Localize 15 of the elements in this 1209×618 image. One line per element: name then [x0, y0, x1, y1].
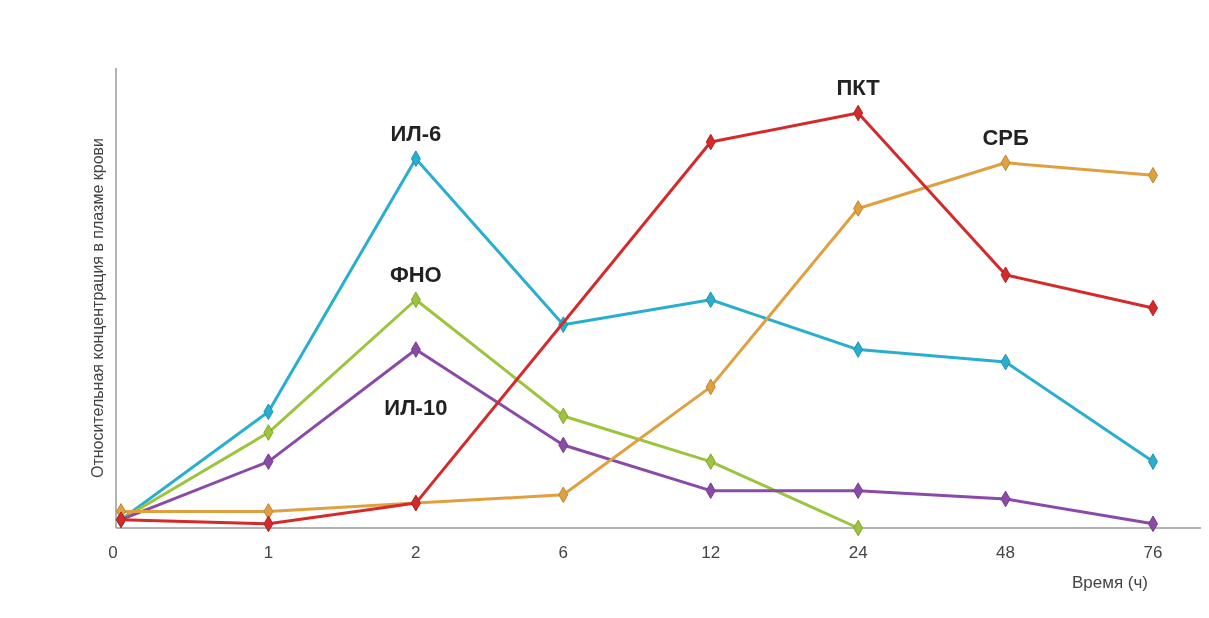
series-label: ФНО	[389, 261, 442, 287]
series-label: ИЛ-6	[390, 120, 442, 146]
x-tick-label: 0	[108, 543, 118, 562]
series-label: СРБ	[982, 124, 1029, 150]
x-tick-label: 2	[411, 543, 421, 562]
x-tick-label: 6	[558, 543, 569, 562]
x-tick-label: 12	[701, 543, 721, 562]
x-axis-title: Время (ч)	[1071, 573, 1148, 592]
series-label: ИЛ-10	[384, 394, 448, 420]
series-label: ПКТ	[836, 75, 881, 100]
x-tick-label: 48	[996, 543, 1016, 562]
x-tick-label: 1	[263, 543, 274, 562]
y-axis-title: Относительная концентрация в плазме крови	[89, 137, 106, 479]
x-tick-label: 76	[1143, 543, 1163, 562]
x-tick-label: 24	[848, 543, 868, 562]
